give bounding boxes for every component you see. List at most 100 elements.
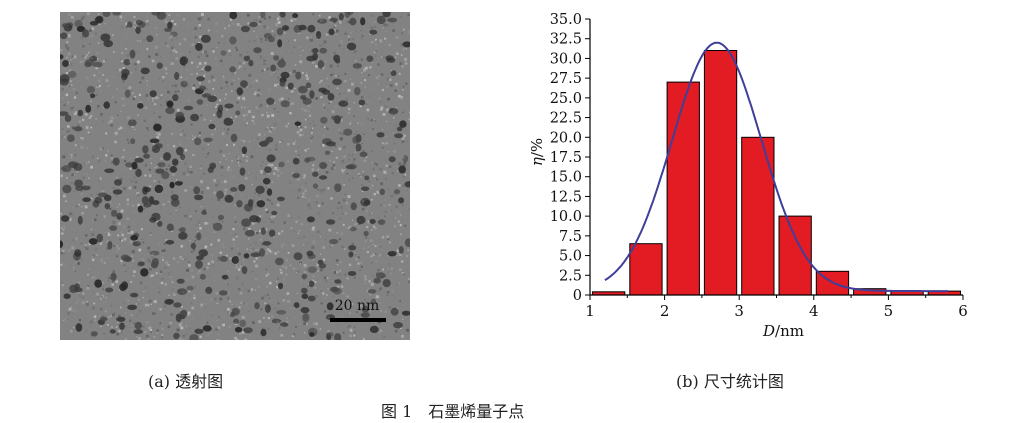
quantum-dot-particle <box>94 279 103 288</box>
quantum-dot-particle <box>266 97 275 106</box>
quantum-dot-particle <box>302 313 310 322</box>
quantum-dot-particle <box>62 184 72 194</box>
quantum-dot-particle <box>157 162 166 168</box>
quantum-dot-particle <box>189 334 199 340</box>
quantum-dot-particle <box>165 107 175 115</box>
quantum-dot-particle <box>166 223 174 232</box>
quantum-dot-particle <box>194 194 204 201</box>
y-tick-label: 22.5 <box>550 111 582 127</box>
quantum-dot-particle <box>178 232 188 240</box>
quantum-dot-particle <box>198 249 208 257</box>
quantum-dot-particle <box>162 154 168 161</box>
quantum-dot-particle <box>208 123 216 130</box>
quantum-dot-particle <box>292 157 300 165</box>
quantum-dot-particle <box>236 200 243 208</box>
quantum-dot-particle <box>293 24 302 33</box>
quantum-dot-particle <box>88 238 98 245</box>
quantum-dot-particle <box>239 167 246 176</box>
quantum-dot-particle <box>61 215 70 222</box>
quantum-dot-particle <box>112 12 121 16</box>
quantum-dot-particle <box>399 120 407 128</box>
quantum-dot-particle <box>229 36 237 45</box>
quantum-dot-particle <box>334 333 342 340</box>
quantum-dot-particle <box>224 194 234 203</box>
quantum-dot-particle <box>306 250 314 257</box>
quantum-dot-particle <box>230 187 238 192</box>
quantum-dot-particle <box>130 292 139 298</box>
quantum-dot-particle <box>60 74 70 83</box>
quantum-dot-particle <box>230 133 238 143</box>
quantum-dot-particle <box>375 272 386 279</box>
quantum-dot-particle <box>236 87 243 96</box>
x-tick-label: 5 <box>884 302 894 320</box>
quantum-dot-particle <box>241 266 248 274</box>
quantum-dot-particle <box>130 138 136 145</box>
quantum-dot-particle <box>212 222 223 231</box>
quantum-dot-particle <box>243 253 250 259</box>
quantum-dot-particle <box>125 162 134 168</box>
quantum-dot-particle <box>298 85 308 94</box>
quantum-dot-particle <box>112 189 123 195</box>
quantum-dot-particle <box>193 186 201 195</box>
quantum-dot-particle <box>270 64 277 72</box>
quantum-dot-particle <box>301 273 308 280</box>
quantum-dot-particle <box>155 168 165 174</box>
quantum-dot-particle <box>401 310 410 316</box>
histogram-bar <box>778 215 812 296</box>
quantum-dot-particle <box>332 287 342 295</box>
quantum-dot-particle <box>133 329 143 335</box>
scale-bar-label: 20 nm <box>335 298 380 314</box>
quantum-dot-particle <box>277 196 285 202</box>
quantum-dot-particle <box>238 184 246 192</box>
quantum-dot-particle <box>369 29 378 35</box>
quantum-dot-particle <box>280 71 290 79</box>
quantum-dot-particle <box>325 150 331 155</box>
quantum-dot-particle <box>266 188 273 196</box>
quantum-dot-particle <box>153 123 162 132</box>
quantum-dot-particle <box>151 12 160 16</box>
quantum-dot-particle <box>402 155 409 163</box>
quantum-dot-particle <box>319 175 328 180</box>
quantum-dot-particle <box>172 94 179 102</box>
quantum-dot-particle <box>151 212 161 222</box>
quantum-dot-particle <box>393 189 401 195</box>
quantum-dot-particle <box>312 183 319 189</box>
quantum-dot-particle <box>157 220 163 227</box>
quantum-dot-particle <box>90 331 98 337</box>
quantum-dot-particle <box>190 113 200 122</box>
quantum-dot-particle <box>179 314 186 320</box>
quantum-dot-particle <box>109 329 116 334</box>
quantum-dot-particle <box>128 119 137 127</box>
quantum-dot-particle <box>75 323 83 332</box>
quantum-dot-particle <box>271 210 278 216</box>
quantum-dot-particle <box>240 25 250 33</box>
quantum-dot-particle <box>167 21 173 29</box>
tem-micrograph: 20 nm <box>60 12 410 340</box>
quantum-dot-particle <box>156 62 163 69</box>
quantum-dot-particle <box>233 318 240 324</box>
quantum-dot-particle <box>116 212 123 220</box>
quantum-dot-particle <box>388 108 399 115</box>
scale-bar <box>330 318 386 322</box>
quantum-dot-particle <box>277 282 284 290</box>
quantum-dot-particle <box>219 255 228 262</box>
quantum-dot-particle <box>361 305 369 313</box>
histogram-bar <box>703 50 738 296</box>
quantum-dot-particle <box>135 26 141 34</box>
quantum-dot-particle <box>195 260 203 269</box>
quantum-dot-particle <box>196 255 204 261</box>
quantum-dot-particle <box>393 322 403 329</box>
quantum-dot-particle <box>82 197 91 202</box>
quantum-dot-particle <box>292 172 300 179</box>
quantum-dot-particle <box>103 101 110 109</box>
quantum-dot-particle <box>134 157 144 163</box>
quantum-dot-particle <box>398 165 407 174</box>
quantum-dot-particle <box>334 183 342 192</box>
quantum-dot-particle <box>229 312 236 318</box>
quantum-dot-particle <box>77 215 83 225</box>
quantum-dot-particle <box>137 102 144 109</box>
quantum-dot-particle <box>199 85 206 91</box>
quantum-dot-particle <box>129 49 136 59</box>
quantum-dot-particle <box>376 132 385 138</box>
quantum-dot-particle <box>135 19 143 25</box>
